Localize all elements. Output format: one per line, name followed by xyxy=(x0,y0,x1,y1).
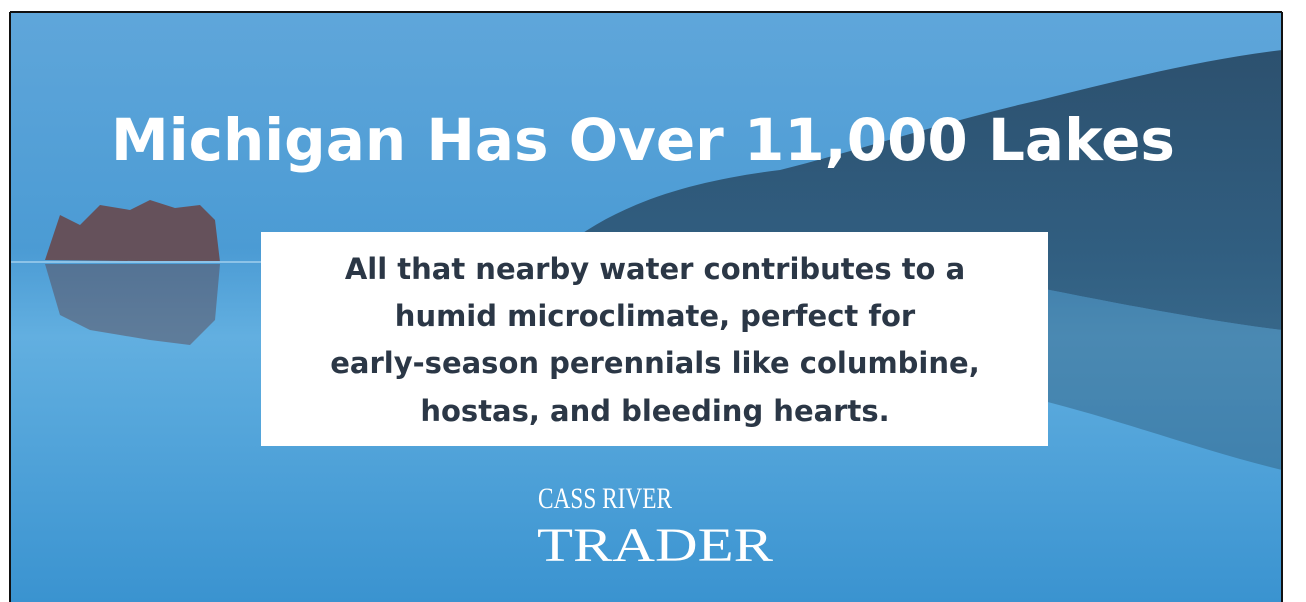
page: Michigan Has Over 11,000 Lakes All that … xyxy=(0,0,1306,602)
message-line: hostas, and bleeding hearts. xyxy=(420,394,889,428)
message-line: early-season perennials like columbine, xyxy=(330,346,979,380)
message-line: All that nearby water contributes to a xyxy=(345,252,965,286)
headline: Michigan Has Over 11,000 Lakes xyxy=(111,106,1175,174)
banner: Michigan Has Over 11,000 Lakes All that … xyxy=(0,0,1306,602)
logo-line: TRADER xyxy=(537,519,773,572)
message-line: humid microclimate, perfect for xyxy=(395,299,916,333)
logo-line: CASS RIVER xyxy=(538,482,672,515)
